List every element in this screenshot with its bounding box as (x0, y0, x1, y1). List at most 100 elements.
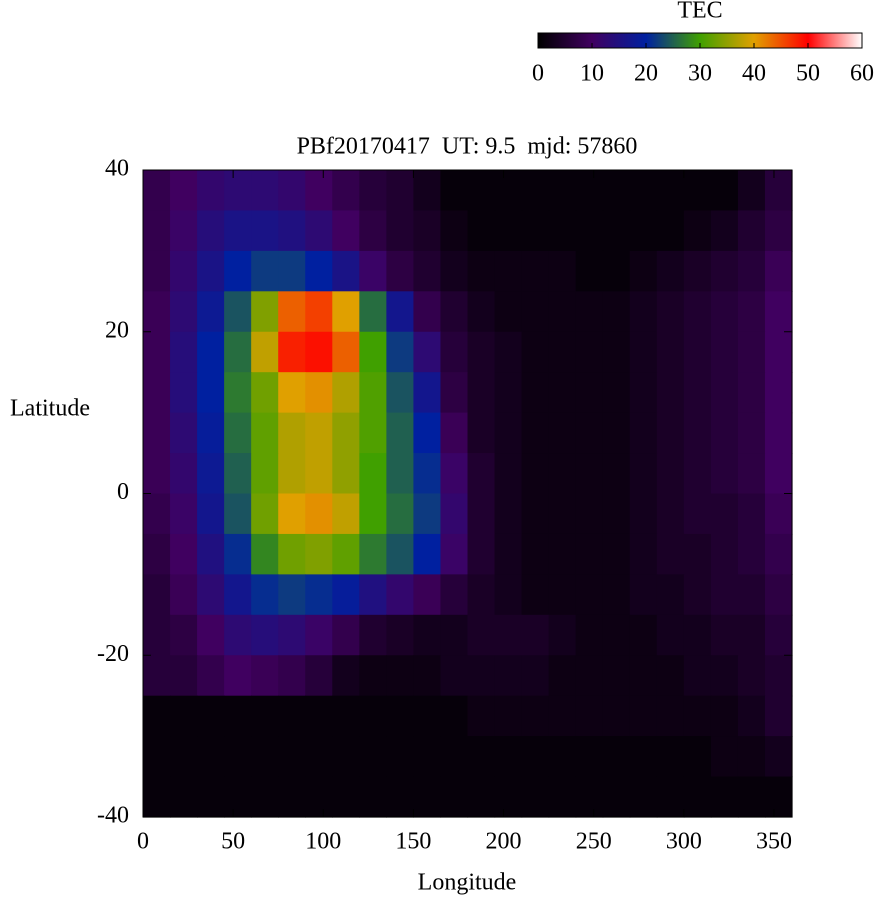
heatmap-cell (305, 493, 333, 535)
heatmap-cell (521, 331, 550, 373)
y-tick-label: -40 (97, 803, 129, 829)
heatmap-cell (656, 412, 685, 454)
heatmap-cell (629, 331, 658, 373)
heatmap-cell (197, 493, 225, 535)
heatmap-cell (413, 493, 442, 535)
heatmap-cell (575, 170, 604, 212)
heatmap-cell (170, 533, 198, 575)
heatmap-cell (521, 250, 550, 292)
heatmap-cell (737, 210, 766, 252)
heatmap-cell (764, 250, 793, 292)
heatmap-cell (629, 493, 658, 535)
heatmap-cell (305, 412, 333, 454)
heatmap-cell (683, 655, 712, 697)
heatmap-cell (764, 574, 793, 616)
colorbar-tick-label: 10 (580, 61, 604, 87)
heatmap-cell (548, 695, 577, 737)
heatmap-cell (332, 170, 360, 212)
heatmap-cell (359, 493, 387, 535)
heatmap-cell (656, 776, 685, 818)
heatmap-cell (440, 453, 469, 495)
heatmap-cell (440, 170, 469, 212)
heatmap-cell (656, 695, 685, 737)
heatmap-cell (413, 574, 442, 616)
heatmap-cell (197, 372, 225, 414)
heatmap-cell (170, 695, 198, 737)
heatmap-cell (332, 210, 360, 252)
heatmap-cell (683, 372, 712, 414)
heatmap-cell (521, 210, 550, 252)
heatmap-cell (143, 331, 171, 373)
heatmap-cell (467, 412, 496, 454)
heatmap-cell (440, 533, 469, 575)
heatmap-cell (467, 695, 496, 737)
heatmap-cell (683, 210, 712, 252)
heatmap-cell (629, 210, 658, 252)
heatmap-cell (359, 453, 387, 495)
heatmap-cell (602, 533, 631, 575)
heatmap-cell (332, 372, 360, 414)
heatmap-cell (467, 453, 496, 495)
heatmap-cell (764, 331, 793, 373)
heatmap-cell (521, 170, 550, 212)
heatmap-cell (710, 331, 739, 373)
heatmap-cell (629, 453, 658, 495)
heatmap-cell (467, 533, 496, 575)
heatmap-cell (224, 533, 252, 575)
heatmap-cell (386, 372, 415, 414)
heatmap-cell (656, 291, 685, 333)
x-tick-label: 0 (137, 829, 149, 855)
heatmap-cell (440, 372, 469, 414)
heatmap-cell (602, 412, 631, 454)
heatmap-cell (764, 614, 793, 656)
heatmap-cell (737, 493, 766, 535)
heatmap-cell (197, 695, 225, 737)
heatmap-cell (467, 210, 496, 252)
heatmap-cell (656, 170, 685, 212)
heatmap-cell (737, 695, 766, 737)
heatmap-cell (575, 250, 604, 292)
heatmap-cell (683, 453, 712, 495)
y-tick-label: -20 (97, 641, 129, 667)
heatmap-cell (656, 331, 685, 373)
heatmap-cell (602, 614, 631, 656)
heatmap-cell (143, 776, 171, 818)
colorbar-label: TEC (677, 0, 722, 24)
heatmap-cell (413, 372, 442, 414)
heatmap-cell (197, 170, 225, 212)
heatmap-cell (710, 493, 739, 535)
heatmap-cell (170, 493, 198, 535)
heatmap-cell (683, 331, 712, 373)
heatmap-cell (170, 170, 198, 212)
heatmap-cell (440, 250, 469, 292)
heatmap-cell (332, 412, 360, 454)
heatmap-cell (737, 614, 766, 656)
heatmap-cell (305, 453, 333, 495)
x-tick-label: 200 (486, 829, 522, 855)
heatmap-cell (440, 574, 469, 616)
heatmap-cell (602, 695, 631, 737)
heatmap-cell (386, 291, 415, 333)
heatmap-cell (278, 574, 306, 616)
heatmap-cell (521, 614, 550, 656)
heatmap-cell (251, 210, 279, 252)
heatmap-cell (143, 695, 171, 737)
heatmap-cell (305, 614, 333, 656)
heatmap-cell (278, 291, 306, 333)
heatmap-cell (737, 291, 766, 333)
heatmap-cell (764, 453, 793, 495)
heatmap-cell (494, 250, 523, 292)
heatmap-cell (143, 655, 171, 697)
heatmap-cell (602, 453, 631, 495)
heatmap-cell (656, 250, 685, 292)
heatmap-cell (737, 331, 766, 373)
heatmap-cell (278, 331, 306, 373)
heatmap-cell (494, 655, 523, 697)
heatmap-cell (197, 655, 225, 697)
heatmap-cell (575, 736, 604, 778)
heatmap-cell (548, 170, 577, 212)
heatmap-cell (143, 453, 171, 495)
heatmap-cell (224, 574, 252, 616)
heatmap-cell (737, 412, 766, 454)
